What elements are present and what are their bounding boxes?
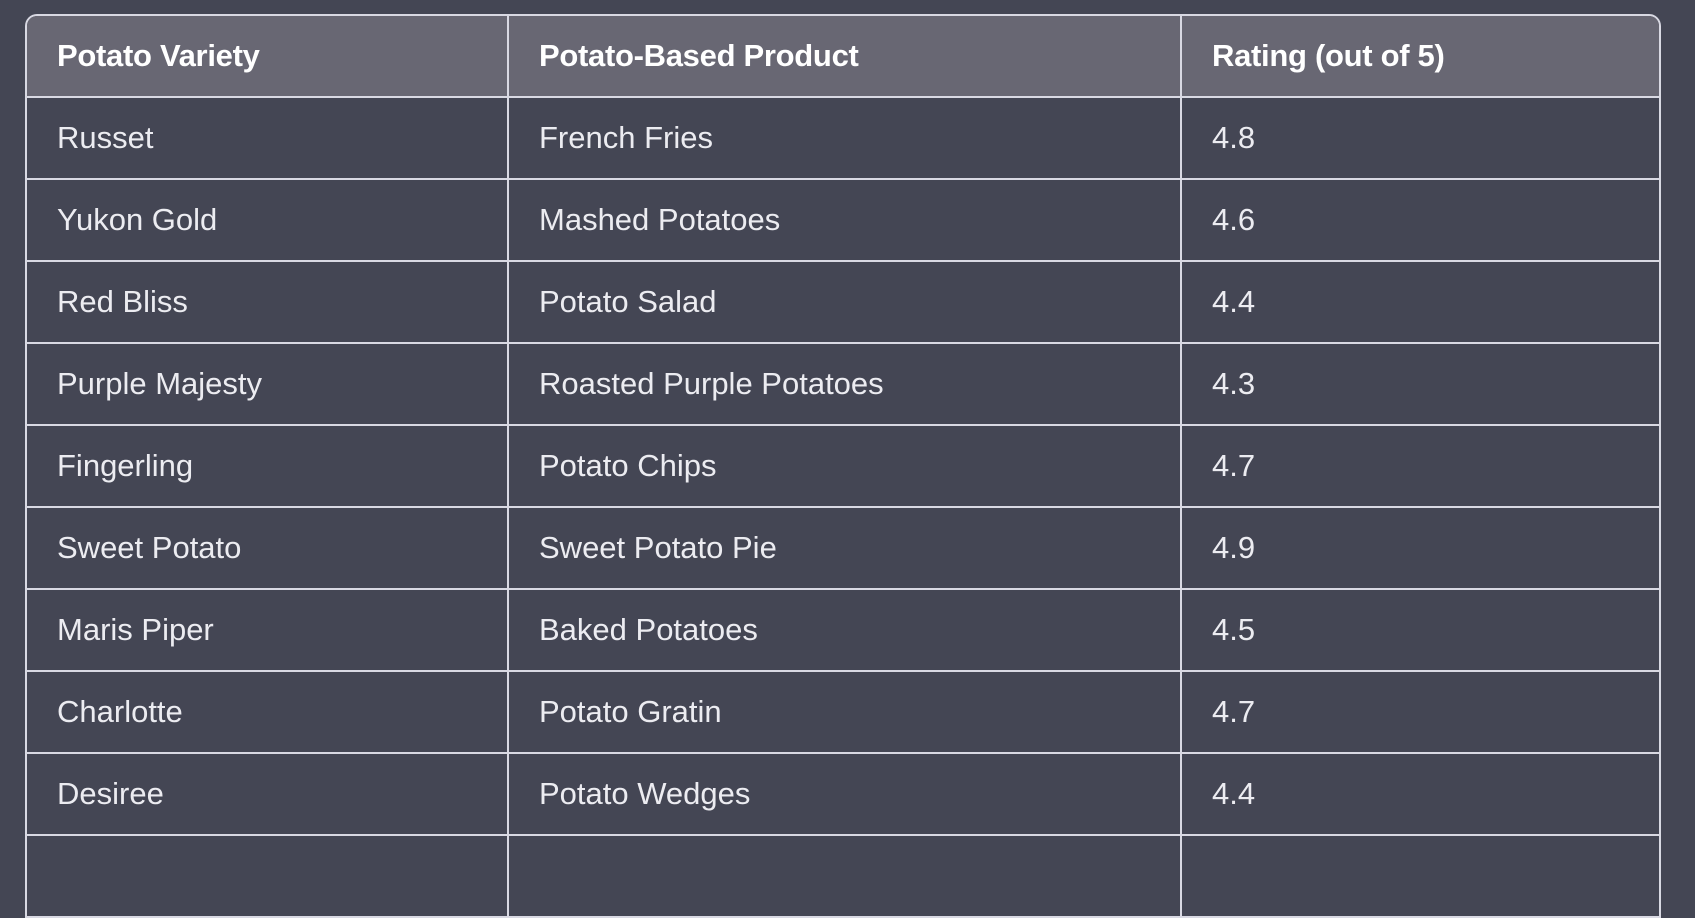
header-product: Potato-Based Product [507,16,1181,98]
cell-rating: 4.7 [1180,425,1659,508]
table-row: Sweet Potato Sweet Potato Pie 4.9 [27,507,1659,590]
potato-table-container: Potato Variety Potato-Based Product Rati… [25,14,1661,918]
cell-variety: Fingerling [27,425,508,508]
cell-product: French Fries [507,97,1181,180]
cell-variety: Purple Majesty [27,343,508,426]
cell-product: Potato Salad [507,261,1181,344]
cell-variety: Desiree [27,753,508,836]
cell-product: Baked Potatoes [507,589,1181,672]
potato-table: Potato Variety Potato-Based Product Rati… [27,16,1659,918]
table-row: Fingerling Potato Chips 4.7 [27,425,1659,508]
cell-variety: Russet [27,97,508,180]
table-row: Yukon Gold Mashed Potatoes 4.6 [27,179,1659,262]
table-row: Russet French Fries 4.8 [27,97,1659,180]
cell-product: Potato Gratin [507,671,1181,754]
table-row: Desiree Potato Wedges 4.4 [27,753,1659,836]
cell-variety: Maris Piper [27,589,508,672]
cell-variety: Charlotte [27,671,508,754]
header-variety: Potato Variety [27,16,508,98]
cell-rating: 4.5 [1180,589,1659,672]
cell-product [507,835,1181,918]
table-row: Purple Majesty Roasted Purple Potatoes 4.3 [27,343,1659,426]
header-rating: Rating (out of 5) [1180,16,1659,98]
table-row: Maris Piper Baked Potatoes 4.5 [27,589,1659,672]
cell-rating: 4.8 [1180,97,1659,180]
table-row: Charlotte Potato Gratin 4.7 [27,671,1659,754]
cell-rating: 4.9 [1180,507,1659,590]
cell-product: Mashed Potatoes [507,179,1181,262]
cell-product: Potato Chips [507,425,1181,508]
cell-rating: 4.6 [1180,179,1659,262]
cell-variety: Sweet Potato [27,507,508,590]
table-header-row: Potato Variety Potato-Based Product Rati… [27,16,1659,98]
cell-product: Potato Wedges [507,753,1181,836]
cell-product: Sweet Potato Pie [507,507,1181,590]
cell-rating: 4.4 [1180,753,1659,836]
cell-rating: 4.3 [1180,343,1659,426]
cell-variety: Yukon Gold [27,179,508,262]
cell-rating [1180,835,1659,918]
cell-variety: Red Bliss [27,261,508,344]
cell-rating: 4.7 [1180,671,1659,754]
table-row [27,835,1659,918]
cell-rating: 4.4 [1180,261,1659,344]
table-row: Red Bliss Potato Salad 4.4 [27,261,1659,344]
cell-product: Roasted Purple Potatoes [507,343,1181,426]
cell-variety [27,835,508,918]
